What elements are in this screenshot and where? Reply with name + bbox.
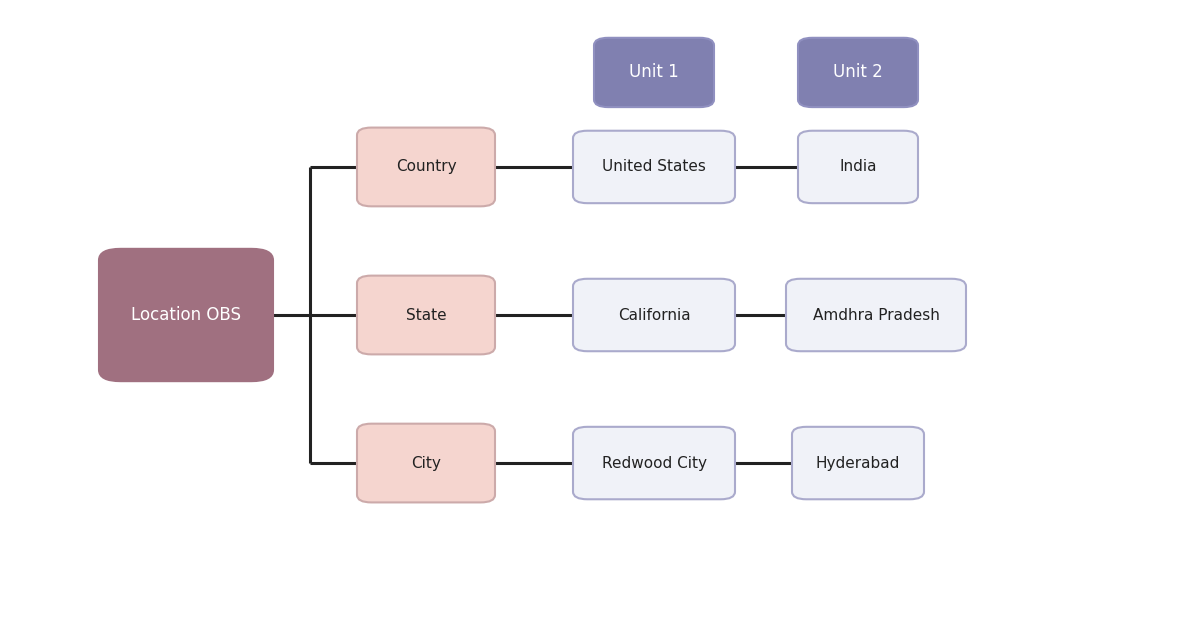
FancyBboxPatch shape	[792, 427, 924, 499]
FancyBboxPatch shape	[786, 278, 966, 352]
Text: Unit 2: Unit 2	[833, 64, 883, 81]
FancyBboxPatch shape	[358, 276, 496, 354]
FancyBboxPatch shape	[798, 131, 918, 203]
Text: United States: United States	[602, 159, 706, 175]
FancyBboxPatch shape	[98, 249, 274, 381]
FancyBboxPatch shape	[574, 278, 734, 352]
Text: Unit 1: Unit 1	[629, 64, 679, 81]
FancyBboxPatch shape	[574, 131, 734, 203]
FancyBboxPatch shape	[358, 127, 496, 207]
Text: City: City	[412, 455, 440, 471]
FancyBboxPatch shape	[798, 38, 918, 107]
Text: Amdhra Pradesh: Amdhra Pradesh	[812, 307, 940, 323]
Text: Redwood City: Redwood City	[601, 455, 707, 471]
Text: Location OBS: Location OBS	[131, 306, 241, 324]
Text: California: California	[618, 307, 690, 323]
Text: Hyderabad: Hyderabad	[816, 455, 900, 471]
Text: Country: Country	[396, 159, 456, 175]
FancyBboxPatch shape	[574, 427, 734, 499]
FancyBboxPatch shape	[358, 423, 496, 503]
FancyBboxPatch shape	[594, 38, 714, 107]
Text: State: State	[406, 307, 446, 323]
Text: India: India	[839, 159, 877, 175]
